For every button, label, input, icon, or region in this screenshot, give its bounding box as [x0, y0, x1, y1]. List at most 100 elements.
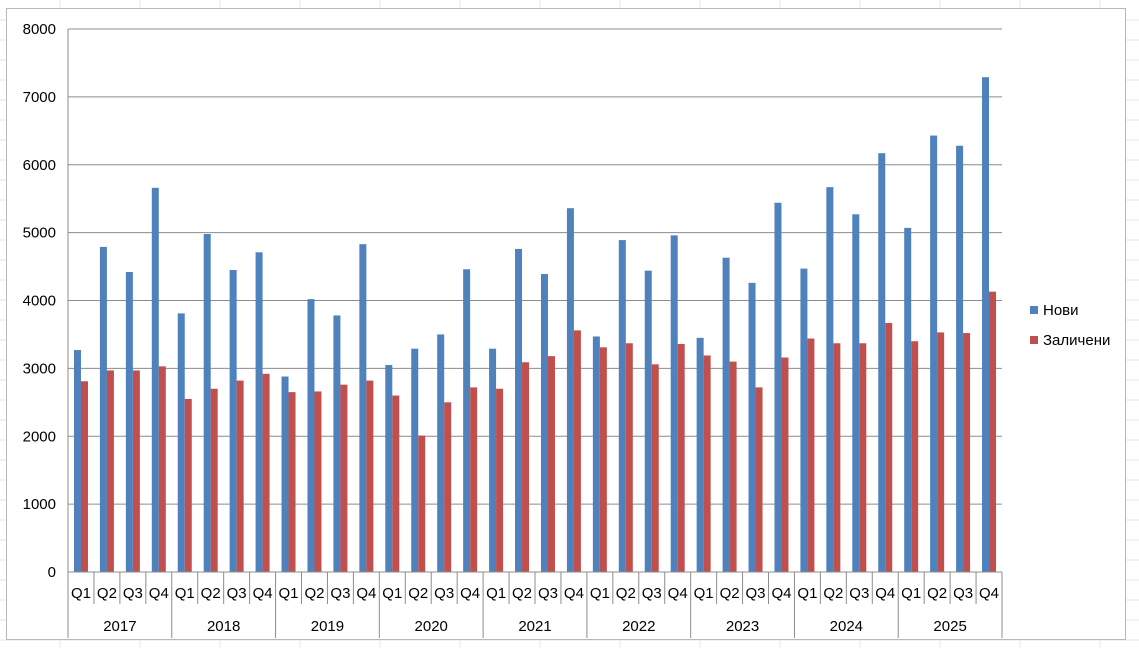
- y-tick-label: 3000: [23, 360, 56, 377]
- legend-label: Заличени: [1043, 332, 1110, 349]
- y-tick-label: 1000: [23, 496, 56, 513]
- gridlines: [68, 28, 1002, 505]
- bar-novi: [748, 282, 756, 572]
- bar-zalicheni: [288, 392, 296, 572]
- year-label: 2018: [207, 618, 240, 635]
- bar-novi: [696, 337, 704, 572]
- bar-zalicheni: [106, 370, 114, 572]
- bar-zalicheni: [418, 435, 426, 572]
- y-tick-label: 4000: [23, 293, 56, 310]
- bar-zalicheni: [859, 343, 867, 572]
- quarter-label: Q2: [512, 585, 532, 602]
- quarter-label: Q2: [304, 585, 324, 602]
- bar-zalicheni: [392, 395, 400, 572]
- bar-zalicheni: [963, 333, 971, 572]
- quarter-label: Q1: [71, 585, 91, 602]
- axes: [67, 29, 1003, 638]
- bar-novi: [852, 214, 860, 572]
- bar-zalicheni: [236, 380, 244, 572]
- quarter-label: Q4: [668, 585, 688, 602]
- year-label: 2017: [103, 618, 136, 635]
- year-label: 2022: [622, 618, 655, 635]
- quarter-label: Q3: [953, 585, 973, 602]
- bar-zalicheni: [729, 361, 737, 572]
- quarter-label: Q3: [849, 585, 869, 602]
- quarter-label: Q4: [253, 585, 273, 602]
- bar-zalicheni: [885, 322, 893, 572]
- bar-zalicheni: [703, 355, 711, 572]
- y-tick-label: 5000: [23, 225, 56, 242]
- bar-zalicheni: [366, 380, 374, 572]
- bar-zalicheni: [911, 341, 919, 572]
- bar-novi: [307, 299, 315, 572]
- quarter-label: Q1: [797, 585, 817, 602]
- quarter-label: Q4: [356, 585, 376, 602]
- bar-zalicheni: [340, 384, 348, 572]
- bar-novi: [229, 269, 237, 572]
- bar-zalicheni: [677, 343, 685, 572]
- bar-novi: [73, 350, 81, 572]
- quarter-label: Q4: [460, 585, 480, 602]
- quarter-label: Q4: [979, 585, 999, 602]
- quarter-label: Q3: [538, 585, 558, 602]
- bar-novi: [982, 77, 990, 572]
- bar-novi: [592, 336, 600, 572]
- bar-novi: [800, 268, 808, 572]
- bar-zalicheni: [132, 370, 140, 572]
- bar-novi: [904, 227, 912, 572]
- year-label: 2025: [933, 618, 966, 635]
- bar-zalicheni: [262, 373, 270, 572]
- bar-novi: [437, 334, 445, 572]
- bar-novi: [385, 364, 393, 572]
- bar-novi: [515, 248, 523, 573]
- quarter-label: Q3: [330, 585, 350, 602]
- quarter-label: Q3: [746, 585, 766, 602]
- bar-zalicheni: [470, 387, 478, 572]
- year-label: 2020: [415, 618, 448, 635]
- x-category-labels: Q1 Q2 Q3 Q4 Q1 Q2 Q3 Q4 Q1 Q2 Q3 Q4 Q1 Q2 Q3 Q4 Q1 Q2 Q3 Q4…: [71, 585, 999, 635]
- quarter-label: Q3: [642, 585, 662, 602]
- quarter-label: Q4: [875, 585, 895, 602]
- bar-novi: [151, 187, 159, 572]
- quarter-label: Q2: [823, 585, 843, 602]
- bar-zalicheni: [807, 338, 815, 572]
- bar-zalicheni: [651, 364, 659, 572]
- quarter-label: Q1: [901, 585, 921, 602]
- bar-zalicheni: [833, 343, 841, 572]
- bar-novi: [878, 153, 886, 572]
- quarter-label: Q1: [694, 585, 714, 602]
- bar-novi: [463, 269, 471, 572]
- quarter-label: Q1: [590, 585, 610, 602]
- legend-swatch: [1030, 336, 1038, 344]
- bar-zalicheni: [80, 381, 88, 572]
- chart-area[interactable]: 0 1000 2000 3000 4000 5000 6000 7000 8000 Q1 Q2 Q3…: [6, 8, 1126, 640]
- bar-novi: [540, 274, 548, 572]
- legend: Нови Заличени: [1030, 302, 1110, 349]
- y-tick-label: 2000: [23, 428, 56, 445]
- bar-chart: 0 1000 2000 3000 4000 5000 6000 7000 8000 Q1 Q2 Q3…: [23, 21, 1110, 638]
- bar-novi: [618, 240, 626, 572]
- bar-zalicheni: [522, 362, 530, 572]
- bar-zalicheni: [599, 347, 607, 572]
- bar-novi: [826, 187, 834, 572]
- quarter-label: Q1: [382, 585, 402, 602]
- bar-zalicheni: [781, 357, 789, 572]
- y-tick-label: 8000: [23, 21, 56, 38]
- quarter-label: Q1: [486, 585, 506, 602]
- bar-novi: [333, 315, 341, 572]
- bar-zalicheni: [625, 343, 633, 572]
- bar-novi: [930, 135, 938, 572]
- quarter-label: Q3: [227, 585, 247, 602]
- quarter-label: Q2: [201, 585, 221, 602]
- year-label: 2021: [518, 618, 551, 635]
- quarter-label: Q2: [720, 585, 740, 602]
- year-label: 2019: [311, 618, 344, 635]
- bar-novi: [99, 246, 107, 572]
- quarter-label: Q2: [927, 585, 947, 602]
- quarter-label: Q4: [564, 585, 584, 602]
- bar-zalicheni: [755, 387, 763, 572]
- legend-swatch: [1030, 306, 1038, 314]
- y-tick-label: 6000: [23, 157, 56, 174]
- bar-novi: [774, 202, 782, 572]
- year-label: 2023: [726, 618, 759, 635]
